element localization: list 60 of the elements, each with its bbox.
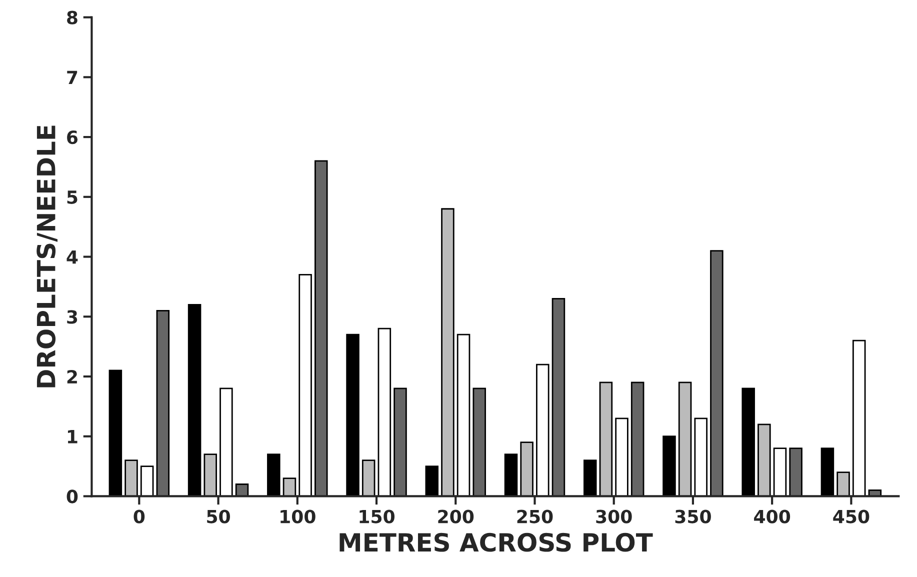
x-tick-label: 300 <box>596 510 632 524</box>
bar <box>472 388 486 496</box>
bar <box>520 442 534 496</box>
x-tick-label: 350 <box>675 510 711 524</box>
bar <box>552 298 566 496</box>
bar <box>504 454 518 496</box>
bar <box>456 334 470 496</box>
bar <box>346 334 360 496</box>
bar <box>694 418 708 496</box>
bar <box>536 364 550 496</box>
x-tick-label: 450 <box>833 510 870 524</box>
bar <box>188 304 202 496</box>
x-tick-label: 250 <box>517 510 553 524</box>
y-axis-title: DROPLETS/NEEDLE <box>36 126 58 388</box>
bar <box>441 208 454 496</box>
bar <box>314 160 328 496</box>
bar <box>820 448 834 496</box>
bar <box>204 454 217 496</box>
y-tick-label: 1 <box>68 430 78 444</box>
y-tick-label: 2 <box>67 370 77 384</box>
x-tick-label: 400 <box>754 510 790 524</box>
bar <box>615 418 628 496</box>
y-tick-label: 6 <box>67 130 78 144</box>
x-tick-label: 0 <box>134 510 145 524</box>
bar <box>710 250 724 496</box>
bar <box>220 388 233 496</box>
bar <box>108 370 122 496</box>
bar <box>599 382 613 496</box>
bar <box>124 460 138 496</box>
bar <box>678 382 692 496</box>
bar <box>235 484 249 496</box>
y-tick-label: 0 <box>66 490 78 504</box>
bar <box>267 454 280 496</box>
y-tick-label: 7 <box>67 70 78 84</box>
x-tick-label: 100 <box>280 510 316 524</box>
bar <box>298 274 312 496</box>
y-tick-label: 5 <box>67 190 78 204</box>
bar <box>378 328 392 496</box>
y-tick-label: 3 <box>67 310 78 324</box>
bar <box>742 388 755 496</box>
bar <box>773 448 787 496</box>
bar <box>156 310 170 496</box>
bar <box>425 466 439 496</box>
x-tick-label: 150 <box>360 510 394 524</box>
bar <box>583 460 597 496</box>
x-tick-label: 50 <box>207 510 230 524</box>
bar <box>140 466 154 496</box>
x-tick-label: 200 <box>438 510 474 524</box>
bar <box>662 436 676 496</box>
y-tick-label: 4 <box>66 250 78 264</box>
bar <box>758 424 771 496</box>
bar <box>282 478 296 496</box>
bar <box>362 460 376 496</box>
bar <box>789 448 802 496</box>
bar <box>630 382 644 496</box>
bar <box>836 472 850 496</box>
bar <box>394 388 407 496</box>
bar <box>852 340 866 496</box>
x-axis-title: METRES ACROSS PLOT <box>340 532 653 552</box>
y-tick-label: 8 <box>67 10 78 24</box>
